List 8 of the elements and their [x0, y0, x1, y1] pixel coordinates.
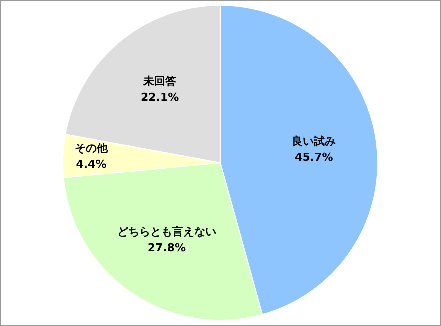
slice-label: 未回答 [142, 75, 178, 88]
data-label: 4.4% [76, 158, 107, 172]
slice-label: その他 [74, 142, 109, 156]
slice-label: どちらとも言えない [117, 226, 216, 239]
data-label: 27.8% [148, 242, 186, 255]
slice-label: 良い試み [292, 135, 336, 148]
data-label: 45.7% [295, 151, 334, 164]
data-label: 22.1% [140, 91, 180, 104]
